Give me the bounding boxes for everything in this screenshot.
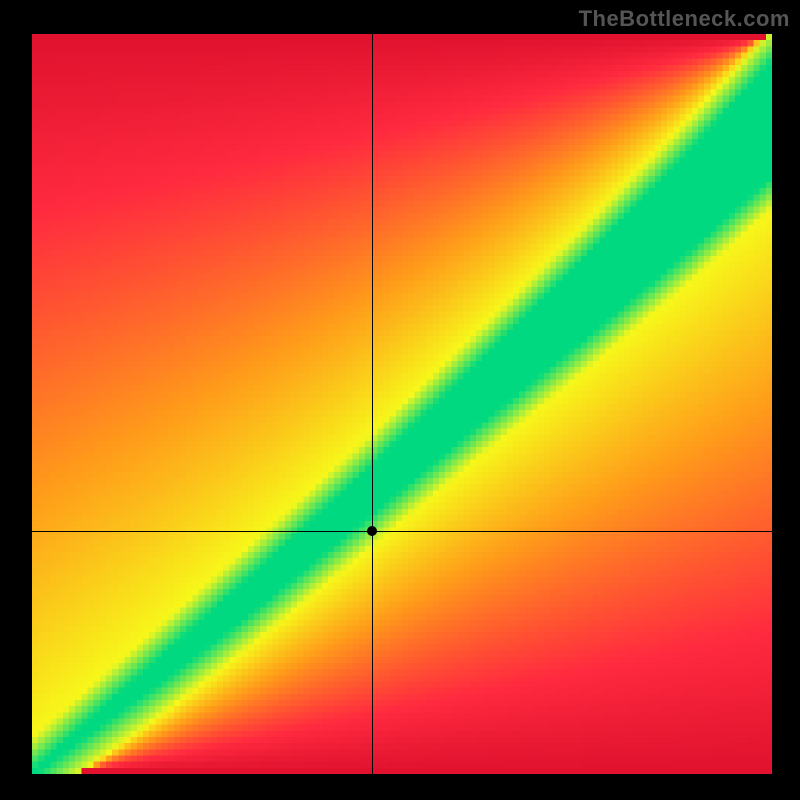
- bottleneck-heatmap: [32, 34, 772, 774]
- crosshair-marker-dot: [367, 526, 377, 536]
- crosshair-horizontal: [32, 531, 772, 532]
- chart-container: { "watermark": { "text": "TheBottleneck.…: [0, 0, 800, 800]
- watermark-text: TheBottleneck.com: [579, 6, 790, 32]
- crosshair-vertical: [372, 34, 373, 774]
